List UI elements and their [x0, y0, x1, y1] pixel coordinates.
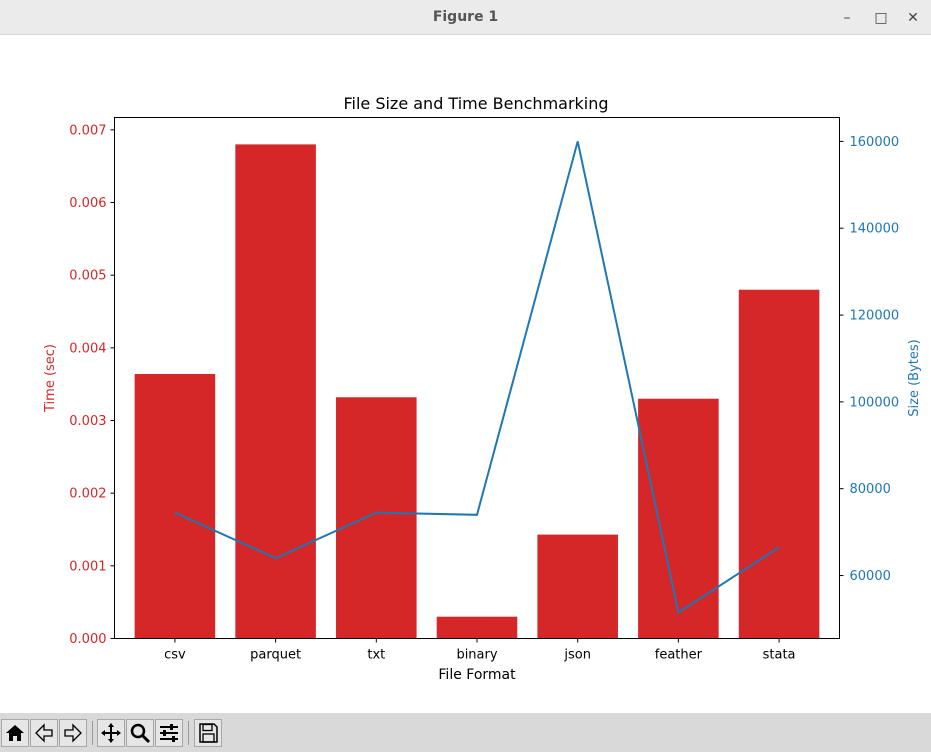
- bar-stata: [738, 289, 820, 639]
- navigation-toolbar: [0, 713, 931, 752]
- right-tick-label: 160000: [850, 135, 900, 150]
- back-arrow-icon[interactable]: [30, 719, 58, 747]
- bar-csv: [134, 374, 216, 639]
- left-tick-label: 0.001: [69, 559, 106, 574]
- bar-json: [537, 534, 618, 639]
- x-tick-label: parquet: [250, 648, 301, 663]
- left-tick-label: 0.003: [69, 414, 106, 429]
- home-icon[interactable]: [1, 719, 29, 747]
- x-tick-label: stata: [763, 648, 796, 663]
- left-tick-label: 0.002: [69, 487, 106, 502]
- right-tick-label: 100000: [850, 395, 900, 410]
- right-tick-label: 60000: [850, 569, 891, 584]
- configure-subplots-icon[interactable]: [155, 719, 183, 747]
- left-tick-label: 0.006: [69, 196, 106, 211]
- x-tick-label: binary: [456, 648, 497, 663]
- bar-binary: [436, 616, 518, 639]
- right-tick-label: 140000: [850, 222, 900, 237]
- figure-canvas: File Size and Time Benchmarking 0.000 0.0…: [0, 36, 931, 713]
- zoom-icon[interactable]: [126, 719, 154, 747]
- bar-parquet: [235, 144, 316, 639]
- x-tick-label: json: [563, 648, 591, 663]
- forward-arrow-icon[interactable]: [59, 719, 87, 747]
- window-title: Figure 1: [432, 9, 499, 25]
- x-tick-label: csv: [164, 648, 186, 663]
- left-tick-label: 0.005: [69, 269, 106, 284]
- pan-icon[interactable]: [97, 719, 125, 747]
- bar-txt: [336, 397, 417, 639]
- right-tick-label: 120000: [850, 309, 900, 324]
- plot-frame: [114, 117, 840, 639]
- window-titlebar: Figure 1 – □ ✕: [0, 0, 931, 35]
- bar-feather: [638, 398, 719, 639]
- left-tick-label: 0.004: [69, 341, 106, 356]
- x-tick-label: txt: [367, 648, 385, 663]
- minimize-icon[interactable]: –: [843, 10, 851, 26]
- right-tick-label: 80000: [850, 482, 891, 497]
- close-icon[interactable]: ✕: [907, 10, 919, 26]
- right-axis-label: Size (Bytes): [907, 339, 922, 416]
- toolbar-separator: [188, 721, 189, 745]
- maximize-icon[interactable]: □: [874, 10, 888, 26]
- x-axis-label: File Format: [438, 667, 516, 683]
- x-tick-label: feather: [655, 648, 703, 663]
- toolbar-separator: [92, 721, 93, 745]
- save-icon[interactable]: [194, 719, 222, 747]
- chart: File Size and Time Benchmarking 0.000 0.0…: [43, 94, 922, 683]
- left-tick-label: 0.000: [69, 632, 106, 647]
- left-tick-label: 0.007: [69, 123, 106, 138]
- left-axis-label: Time (sec): [43, 344, 58, 413]
- size-line: [174, 141, 780, 615]
- chart-title: File Size and Time Benchmarking: [343, 94, 608, 113]
